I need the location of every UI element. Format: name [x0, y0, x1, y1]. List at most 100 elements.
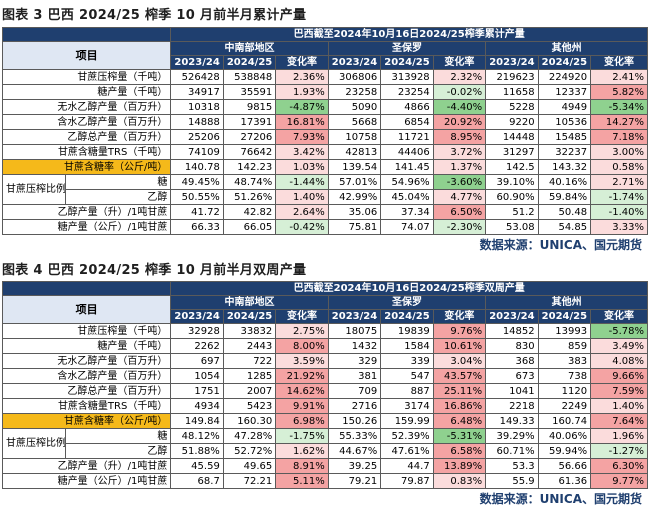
change-rate-cell: 16.86%: [432, 398, 487, 414]
value-cell: 57.01%: [327, 174, 382, 190]
value-cell: 52.39%: [380, 428, 434, 444]
change-rate-cell: 6.48%: [432, 413, 487, 429]
region-header: 其他州: [485, 41, 648, 56]
change-rate-cell: 9.77%: [590, 473, 648, 489]
value-cell: 54.96%: [380, 174, 434, 190]
table-row: 无水乙醇产量（百万升） 10318 9815 -4.87% 5090 4866 -4.40%…: [1, 99, 648, 115]
table-row: 糖产量（公斤）/1吨甘蔗 66.33 66.05 -0.42% 75.81 74.07 -2…: [1, 219, 648, 235]
change-rate-cell: 43.57%: [432, 368, 487, 384]
value-cell: 1432: [327, 338, 382, 354]
row-label: 乙醇: [65, 443, 172, 459]
value-cell: 51.88%: [170, 443, 224, 459]
value-cell: 47.28%: [222, 428, 277, 444]
value-cell: 219623: [485, 69, 539, 85]
table-row: 甘蔗压榨比例糖 48.12% 47.28% -1.75% 55.33% 52.39% -5.…: [1, 428, 648, 459]
table-row: 乙醇 50.55% 51.26% 1.40% 42.99% 45.04% 4.77% 60.9…: [3, 189, 648, 205]
column-header: 2024/25: [380, 309, 434, 324]
table-row: 乙醇总产量（百万升） 25206 27206 7.93% 10758 11721 8.95%…: [1, 129, 648, 145]
region-header: 圣保罗: [327, 295, 487, 310]
column-header: 变化率: [432, 55, 487, 70]
row-label: 糖产量（千吨）: [1, 338, 172, 354]
change-rate-cell: 2.75%: [275, 323, 329, 339]
table-row: 糖产量（千吨） 34917 35591 1.93% 23258 23254 -0.02% 11…: [1, 84, 648, 100]
value-cell: 35.06: [327, 204, 382, 220]
column-header: 2023/24: [170, 309, 224, 324]
table4: 巴西截至2024年10月16日2024/25榨季双周产量 项目 中南部地区 圣保罗 其他…: [1, 281, 648, 489]
change-rate-cell: -0.42%: [275, 219, 329, 235]
value-cell: 59.84%: [537, 189, 592, 205]
column-header: 2024/25: [222, 55, 277, 70]
value-cell: 18075: [327, 323, 382, 339]
value-cell: 42813: [327, 144, 382, 160]
change-rate-cell: 1.93%: [275, 84, 329, 100]
value-cell: 76642: [222, 144, 277, 160]
change-rate-cell: 0.83%: [432, 473, 487, 489]
column-header: 变化率: [590, 55, 648, 70]
value-cell: 149.84: [170, 413, 224, 429]
column-header: 变化率: [590, 309, 648, 324]
value-cell: 12337: [537, 84, 592, 100]
value-cell: 33832: [222, 323, 277, 339]
table-row: 乙醇产量（升）/1吨甘蔗 41.72 42.82 2.64% 35.06 37.34 6.5…: [1, 204, 648, 220]
value-cell: 2007: [222, 383, 277, 399]
row-label: 甘蔗含糖率（公斤/吨）: [1, 159, 172, 175]
value-cell: 1584: [380, 338, 434, 354]
value-cell: 42.82: [222, 204, 277, 220]
value-cell: 32237: [537, 144, 592, 160]
region-header: 圣保罗: [327, 41, 487, 56]
value-cell: 9220: [485, 114, 539, 130]
change-rate-cell: -1.74%: [590, 189, 648, 205]
value-cell: 3174: [380, 398, 434, 414]
value-cell: 23254: [380, 84, 434, 100]
table-row: 甘蔗含糖率（公斤/吨） 149.84 160.30 6.98% 150.26 159.99…: [1, 413, 648, 429]
row-label: 甘蔗含糖率（公斤/吨）: [1, 413, 172, 429]
value-cell: 329: [327, 353, 382, 369]
change-rate-cell: 2.64%: [275, 204, 329, 220]
change-rate-cell: 7.64%: [590, 413, 648, 429]
value-cell: 830: [485, 338, 539, 354]
change-rate-cell: -1.75%: [275, 428, 329, 444]
change-rate-cell: 0.58%: [590, 159, 648, 175]
change-rate-cell: 9.91%: [275, 398, 329, 414]
table-row: 乙醇 51.88% 52.72% 1.62% 44.67% 47.61% 6.58% 60.7…: [3, 443, 648, 459]
change-rate-cell: 21.92%: [275, 368, 329, 384]
change-rate-cell: 6.30%: [590, 458, 648, 474]
region-header: 中南部地区: [170, 295, 329, 310]
value-cell: 143.32: [537, 159, 592, 175]
value-cell: 383: [537, 353, 592, 369]
value-cell: 1041: [485, 383, 539, 399]
change-rate-cell: 9.76%: [432, 323, 487, 339]
row-label: 含水乙醇产量（百万升）: [1, 114, 172, 130]
value-cell: 9815: [222, 99, 277, 115]
value-cell: 538848: [222, 69, 277, 85]
row-label: 甘蔗含糖量TRS（千吨）: [1, 144, 172, 160]
value-cell: 60.71%: [485, 443, 539, 459]
table-row: 乙醇总产量（百万升） 1751 2007 14.62% 709 887 25.11% 1041…: [1, 383, 648, 399]
change-rate-cell: -2.30%: [432, 219, 487, 235]
table-row: 糖产量（千吨） 2262 2443 8.00% 1432 1584 10.61% 830 859…: [1, 338, 648, 354]
change-rate-cell: 2.41%: [590, 69, 648, 85]
value-cell: 60.90%: [485, 189, 539, 205]
value-cell: 39.29%: [485, 428, 539, 444]
table-row: 含水乙醇产量（百万升） 1054 1285 21.92% 381 547 43.57% 673…: [1, 368, 648, 384]
value-cell: 142.5: [485, 159, 539, 175]
change-rate-cell: -4.40%: [432, 99, 487, 115]
value-cell: 66.05: [222, 219, 277, 235]
change-rate-cell: 9.66%: [590, 368, 648, 384]
value-cell: 4934: [170, 398, 224, 414]
value-cell: 2716: [327, 398, 382, 414]
value-cell: 526428: [170, 69, 224, 85]
change-rate-cell: 1.62%: [275, 443, 329, 459]
value-cell: 142.23: [222, 159, 277, 175]
value-cell: 139.54: [327, 159, 382, 175]
table3: 巴西截至2024年10月16日2024/25榨季累计产量 项目 中南部地区 圣保罗 其他…: [1, 27, 648, 235]
change-rate-cell: 2.36%: [275, 69, 329, 85]
column-header: 变化率: [432, 309, 487, 324]
change-rate-cell: 14.62%: [275, 383, 329, 399]
column-header: 2023/24: [485, 309, 539, 324]
value-cell: 45.04%: [380, 189, 434, 205]
value-cell: 48.12%: [170, 428, 224, 444]
value-cell: 14852: [485, 323, 539, 339]
value-cell: 1120: [537, 383, 592, 399]
value-cell: 49.45%: [170, 174, 224, 190]
